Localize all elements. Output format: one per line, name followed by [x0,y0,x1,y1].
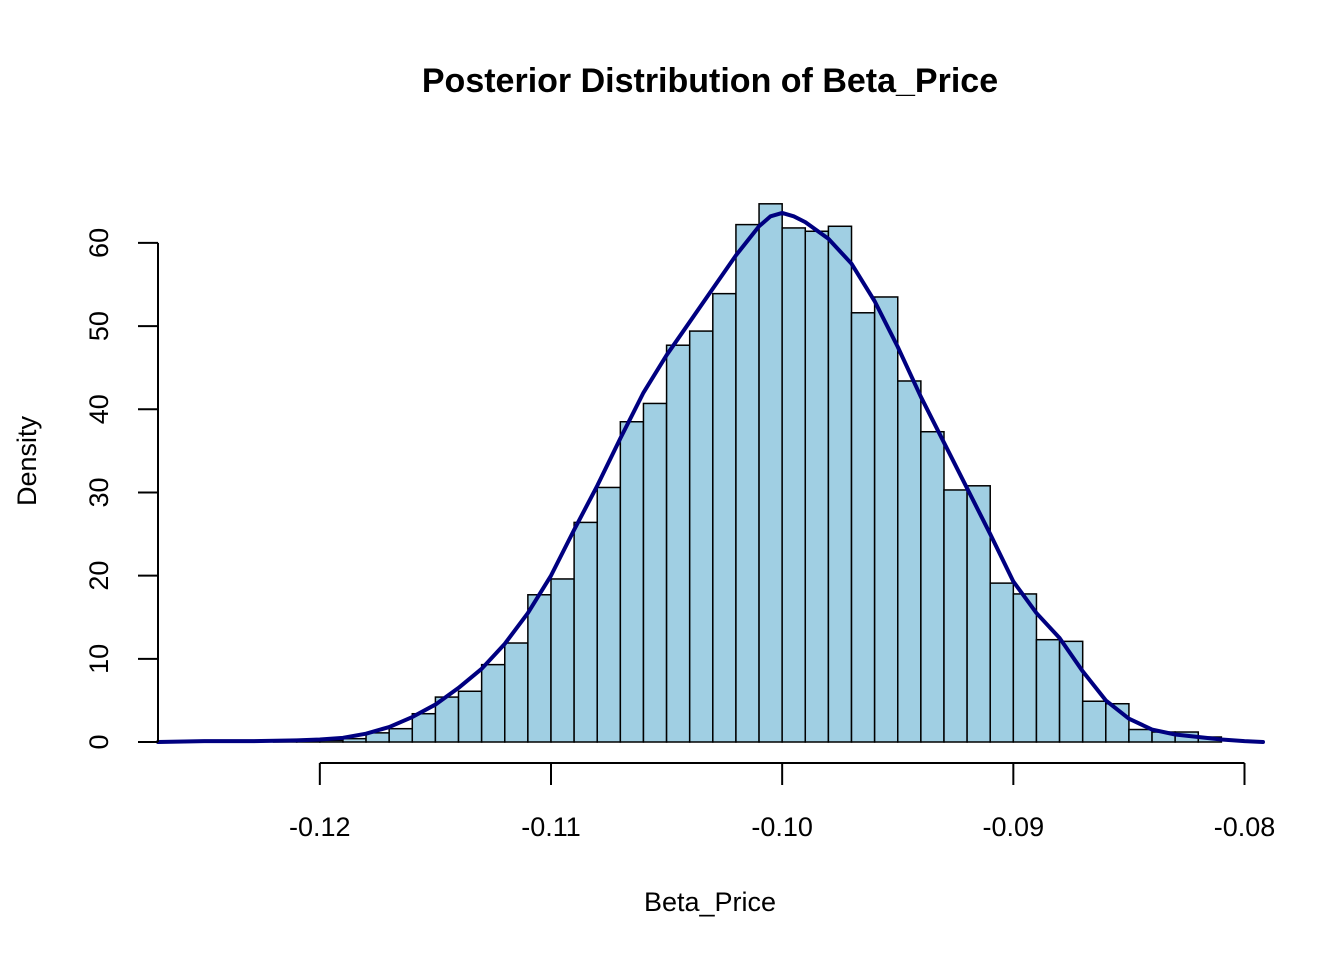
histogram-bar [596,486,622,743]
histogram-bar [504,642,529,743]
histogram-bars [272,203,1223,743]
histogram-bar [527,594,552,743]
x-tick-label: -0.11 [521,812,581,842]
histogram-bar [1128,728,1153,743]
histogram-bar [781,227,807,743]
y-tick-label: 10 [84,644,114,674]
x-axis-label: Beta_Price [644,887,776,917]
y-tick-label: 20 [84,561,114,591]
y-axis-label: Density [12,415,42,506]
histogram-bar [804,230,830,743]
density-curve-layer [156,210,1265,744]
y-tick-label: 0 [84,734,114,749]
histogram-bar [642,402,668,743]
histogram-bar [619,421,645,743]
histogram-bar [665,344,691,743]
histogram-bar [457,690,483,743]
histogram-bar [1058,640,1084,743]
x-tick-label: -0.08 [1214,812,1276,842]
histogram-bar [943,489,968,743]
histogram-bar [480,663,506,743]
histogram-bar [758,203,783,743]
x-tick-label: -0.10 [751,812,813,842]
y-tick-label: 50 [84,311,114,341]
histogram-bar [735,223,760,743]
histogram-bar [688,330,714,743]
histogram-bar [850,312,876,743]
histogram-bar [920,430,945,743]
histogram-bar [873,296,899,743]
histogram-bar [1012,593,1038,743]
histogram-bar [1035,638,1061,743]
density-curve [156,210,1265,744]
x-axis: -0.12 -0.11 -0.10 -0.09 -0.08 [289,762,1276,842]
histogram-bar [573,521,598,743]
histogram-bar [550,578,575,743]
histogram-bar [411,712,437,743]
histogram-bar [897,380,922,743]
histogram-bar [989,582,1015,743]
histogram-bar [1081,700,1107,743]
y-tick-label: 40 [84,394,114,424]
y-tick-label: 60 [84,228,114,258]
chart-title: Posterior Distribution of Beta_Price [422,62,998,100]
histogram-bar [388,727,414,743]
y-axis: 0 10 20 30 40 50 60 [84,228,159,750]
histogram-bar [712,292,737,743]
x-tick-label: -0.12 [289,812,351,842]
histogram-bar [827,225,853,743]
y-tick-label: 30 [84,477,114,507]
x-tick-label: -0.09 [983,812,1045,842]
